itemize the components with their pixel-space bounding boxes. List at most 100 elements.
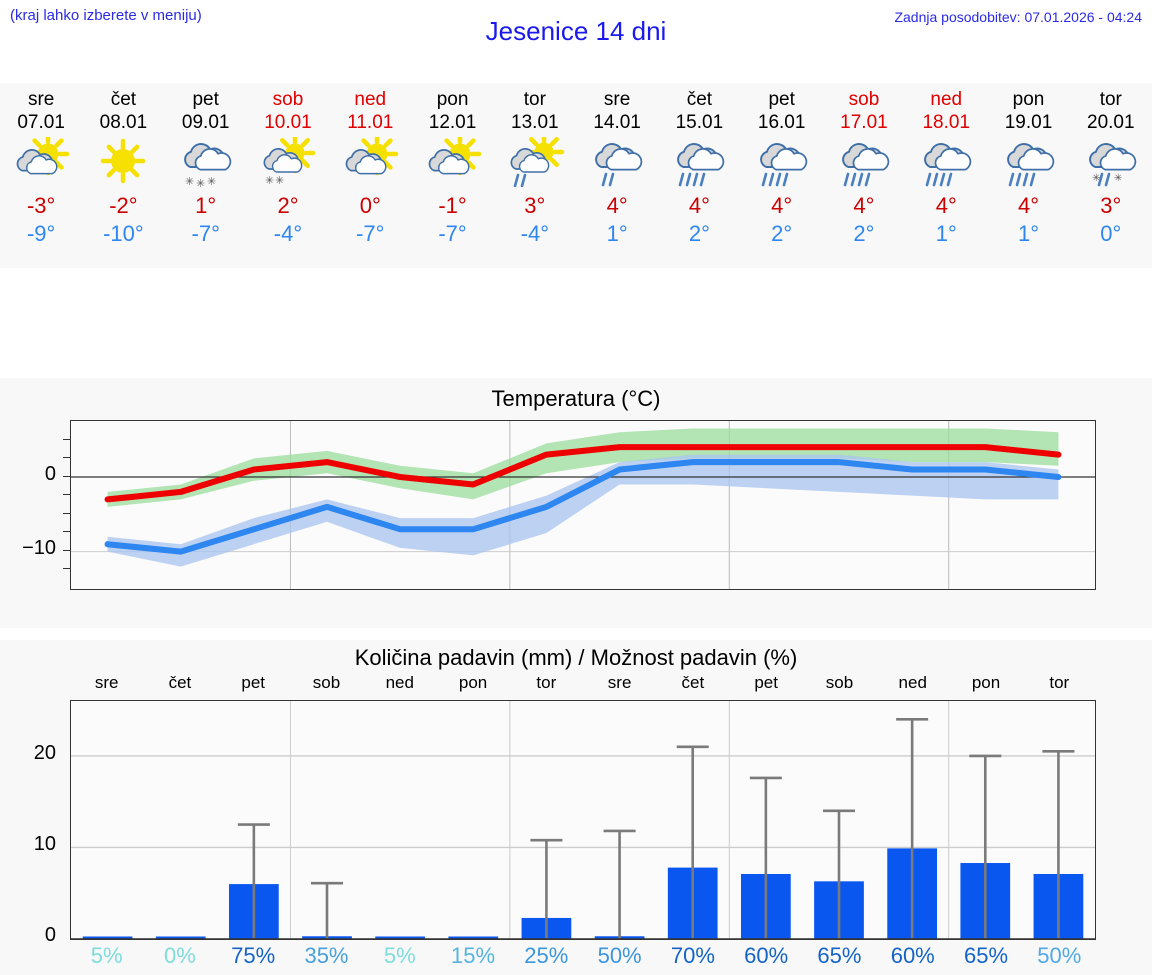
svg-text:✳: ✳: [265, 174, 274, 187]
precipitation-plot-area: [70, 700, 1096, 940]
precipitation-day-label: sre: [94, 673, 119, 692]
precipitation-probability: 65%: [817, 943, 862, 968]
day-column[interactable]: pet 09.01 ✳ ✳ ✳ 1° -7°: [165, 83, 247, 268]
day-min-temperature: 1°: [935, 221, 957, 246]
cloud-rain-icon: [998, 136, 1060, 188]
day-date: 14.01: [593, 112, 641, 133]
day-name: pet: [192, 89, 219, 110]
day-name: sre: [27, 89, 55, 110]
temperature-y-tick-label: −10: [22, 536, 56, 559]
precipitation-probability: 60%: [890, 943, 935, 968]
page-header: (kraj lahko izberete v meniju) Jesenice …: [0, 0, 1152, 58]
precipitation-day-label: pet: [754, 673, 778, 692]
day-column[interactable]: ned 11.01 0° -7°: [329, 83, 411, 268]
precipitation-day-label: sob: [312, 673, 341, 692]
menu-hint-text: (kraj lahko izberete v meniju): [10, 7, 202, 24]
precipitation-y-tick-label: 10: [33, 832, 56, 855]
svg-text:✳: ✳: [275, 174, 284, 187]
svg-text:✳: ✳: [1114, 173, 1122, 184]
cloud-rain-icon: [751, 136, 813, 188]
day-max-temperature: 3°: [524, 193, 546, 218]
precipitation-day-label: sre: [607, 673, 632, 692]
day-max-temperature: 4°: [688, 193, 710, 218]
day-date: 19.01: [1004, 112, 1053, 133]
sun-cloud-snow-icon: ✳ ✳: [257, 136, 319, 188]
day-date: 16.01: [757, 112, 806, 133]
day-name: tor: [1099, 89, 1122, 110]
day-name: sob: [848, 89, 880, 110]
temperature-y-tick-label: 0: [44, 462, 56, 485]
precipitation-bars-svg: [71, 701, 1095, 940]
temperature-plot-area: [70, 420, 1096, 590]
precipitation-day-label: ned: [385, 673, 414, 692]
day-min-temperature: 2°: [771, 221, 793, 246]
precipitation-y-tick-label: 0: [44, 924, 56, 946]
svg-text:✳: ✳: [185, 175, 194, 187]
temperature-chart-title: Temperatura (°C): [491, 386, 661, 411]
sun-icon: [92, 136, 154, 188]
day-min-temperature: 1°: [1017, 221, 1040, 246]
temperature-series-svg: [71, 421, 1095, 589]
day-max-temperature: 4°: [853, 193, 875, 218]
precipitation-y-tick-label: 20: [33, 741, 56, 764]
precipitation-day-label: ned: [898, 673, 927, 692]
day-column[interactable]: sob 10.01 ✳ ✳ 2° -4°: [247, 83, 329, 268]
day-max-temperature: 4°: [1017, 193, 1040, 218]
precipitation-probability: 0%: [164, 943, 196, 968]
precipitation-day-label: čet: [681, 673, 705, 692]
day-column[interactable]: pet 16.01 4° 2°: [741, 83, 823, 268]
day-date: 12.01: [428, 112, 477, 133]
day-column[interactable]: pon 19.01 4° 1°: [987, 83, 1069, 268]
precipitation-probability: 35%: [304, 943, 349, 968]
day-min-temperature: 1°: [606, 221, 628, 246]
day-column[interactable]: sob 17.01 4° 2°: [823, 83, 905, 268]
day-max-temperature: 2°: [277, 193, 299, 218]
day-column[interactable]: pon 12.01 -1° -7°: [411, 83, 493, 268]
precipitation-probability-row: 5% 0% 75% 35% 5% 15% 25% 50% 70% 60% 65% 60% 65% 50%: [70, 943, 1096, 973]
precipitation-probability: 65%: [963, 943, 1009, 968]
day-date: 20.01: [1087, 112, 1135, 133]
daily-forecast-strip: sre 07.01 -3° -9° čet 08.01 -2° -10° pet 09.01 ✳…: [0, 83, 1152, 268]
day-name: pon: [436, 89, 469, 110]
day-min-temperature: -10°: [103, 221, 144, 246]
cloud-rain-icon: [833, 136, 895, 188]
day-max-temperature: 1°: [195, 193, 217, 218]
day-name: sob: [272, 89, 304, 110]
day-name: tor: [523, 89, 546, 110]
day-column[interactable]: sre 14.01 4° 1°: [576, 83, 658, 268]
day-date: 18.01: [922, 112, 970, 133]
day-date: 10.01: [264, 112, 312, 133]
day-max-temperature: 4°: [771, 193, 793, 218]
day-min-temperature: 2°: [853, 221, 875, 246]
day-name: ned: [354, 89, 387, 110]
day-name: sre: [603, 89, 631, 110]
day-column[interactable]: tor 20.01 ✳ ✳ 3° 0°: [1070, 83, 1152, 268]
day-max-temperature: 4°: [606, 193, 628, 218]
day-column[interactable]: čet 15.01 4° 2°: [658, 83, 740, 268]
day-min-temperature: -7°: [438, 221, 467, 246]
precipitation-probability: 60%: [744, 943, 789, 968]
day-max-temperature: -2°: [109, 193, 138, 218]
precipitation-probability: 5%: [90, 943, 123, 968]
day-name: čet: [110, 89, 137, 110]
day-column[interactable]: sre 07.01 -3° -9°: [0, 83, 82, 268]
precipitation-probability: 70%: [670, 943, 715, 968]
precipitation-day-label: pon: [971, 673, 1001, 692]
day-column[interactable]: čet 08.01 -2° -10°: [82, 83, 164, 268]
precipitation-probability: 25%: [524, 943, 569, 968]
day-min-temperature: -4°: [520, 221, 549, 246]
precipitation-day-labels: sre čet pet sob ned pon tor sre čet pet sob ned pon t…: [70, 673, 1096, 695]
precipitation-probability: 50%: [597, 943, 642, 968]
last-update-text: Zadnja posodobitev: 07.01.2026 - 04:24: [894, 9, 1142, 25]
svg-text:✳: ✳: [1092, 173, 1100, 184]
svg-text:✳: ✳: [207, 175, 216, 187]
day-name: pon: [1012, 89, 1045, 110]
day-column[interactable]: tor 13.01 3° -4°: [494, 83, 576, 268]
sun-cloud-rain-icon: [504, 136, 566, 188]
day-min-temperature: -4°: [273, 221, 303, 246]
day-column[interactable]: ned 18.01 4° 1°: [905, 83, 987, 268]
sun-behind-cloud-icon: [339, 136, 401, 188]
day-date: 13.01: [511, 112, 559, 133]
day-name: ned: [930, 89, 963, 110]
